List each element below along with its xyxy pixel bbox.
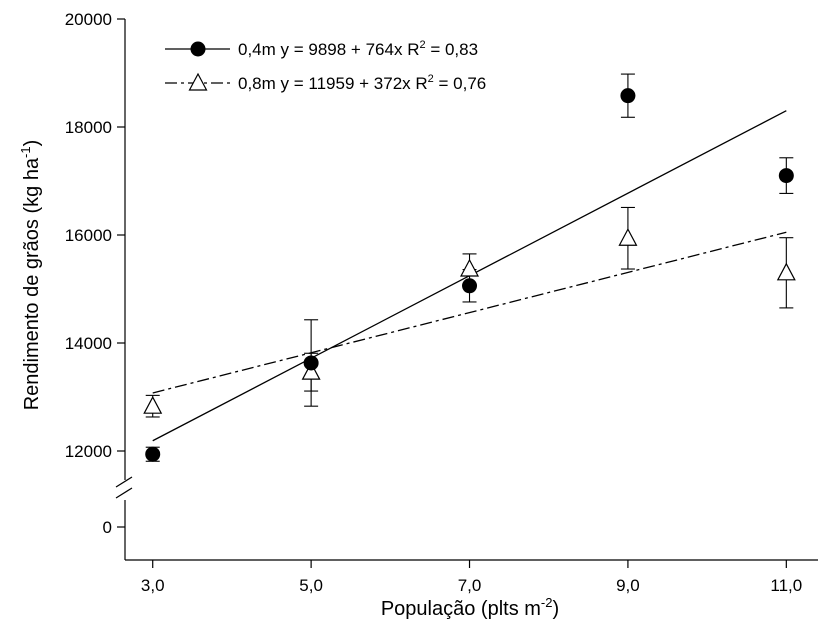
- data-point-triangle: [460, 258, 480, 277]
- regression-line-series-2: [152, 231, 787, 394]
- data-point-triangle: [618, 227, 638, 246]
- y-tick-label: 18000: [65, 118, 112, 137]
- axis-break-mark: [115, 487, 133, 499]
- y-tick-label: 14000: [65, 334, 112, 353]
- x-tick-label: 9,0: [616, 576, 640, 595]
- axis-labels: População (plts m-2) Rendimento de grãos …: [18, 140, 559, 620]
- x-tick-label: 5,0: [299, 576, 323, 595]
- legend-entry-2: 0,8m y = 11959 + 372x R2 = 0,76: [238, 73, 486, 93]
- data-point-circle: [145, 446, 161, 462]
- data-point-circle: [778, 168, 794, 184]
- y-tick-label: 20000: [65, 10, 112, 29]
- legend-marker-triangle: [188, 72, 208, 91]
- x-tick-label: 3,0: [141, 576, 165, 595]
- y-tick-label: 0: [103, 518, 112, 537]
- legend-marker-circle: [190, 41, 206, 57]
- data-point-triangle: [776, 262, 796, 281]
- data-point-circle: [303, 355, 319, 371]
- axes: 12000 14000 16000 18000 20000 0 3,0 5,0 7,0 9,0 11…: [65, 10, 818, 595]
- data-point-circle: [620, 88, 636, 104]
- legend: 0,4m y = 9898 + 764x R2 = 0,83 0,8m y = 1…: [165, 39, 486, 93]
- axis-break-mark: [115, 476, 133, 488]
- data-point-triangle: [143, 395, 163, 414]
- x-axis-label: População (plts m-2): [381, 595, 559, 620]
- x-tick-label: 11,0: [770, 576, 802, 595]
- data-point-triangle: [301, 361, 321, 380]
- y-tick-label: 12000: [65, 442, 112, 461]
- legend-entry-1: 0,4m y = 9898 + 764x R2 = 0,83: [238, 39, 478, 59]
- y-axis-label: Rendimento de grãos (kg ha-1): [18, 140, 43, 411]
- x-tick-label: 7,0: [458, 576, 482, 595]
- data-point-circle: [462, 278, 478, 294]
- data-points: [143, 88, 796, 462]
- y-tick-label: 16000: [65, 226, 112, 245]
